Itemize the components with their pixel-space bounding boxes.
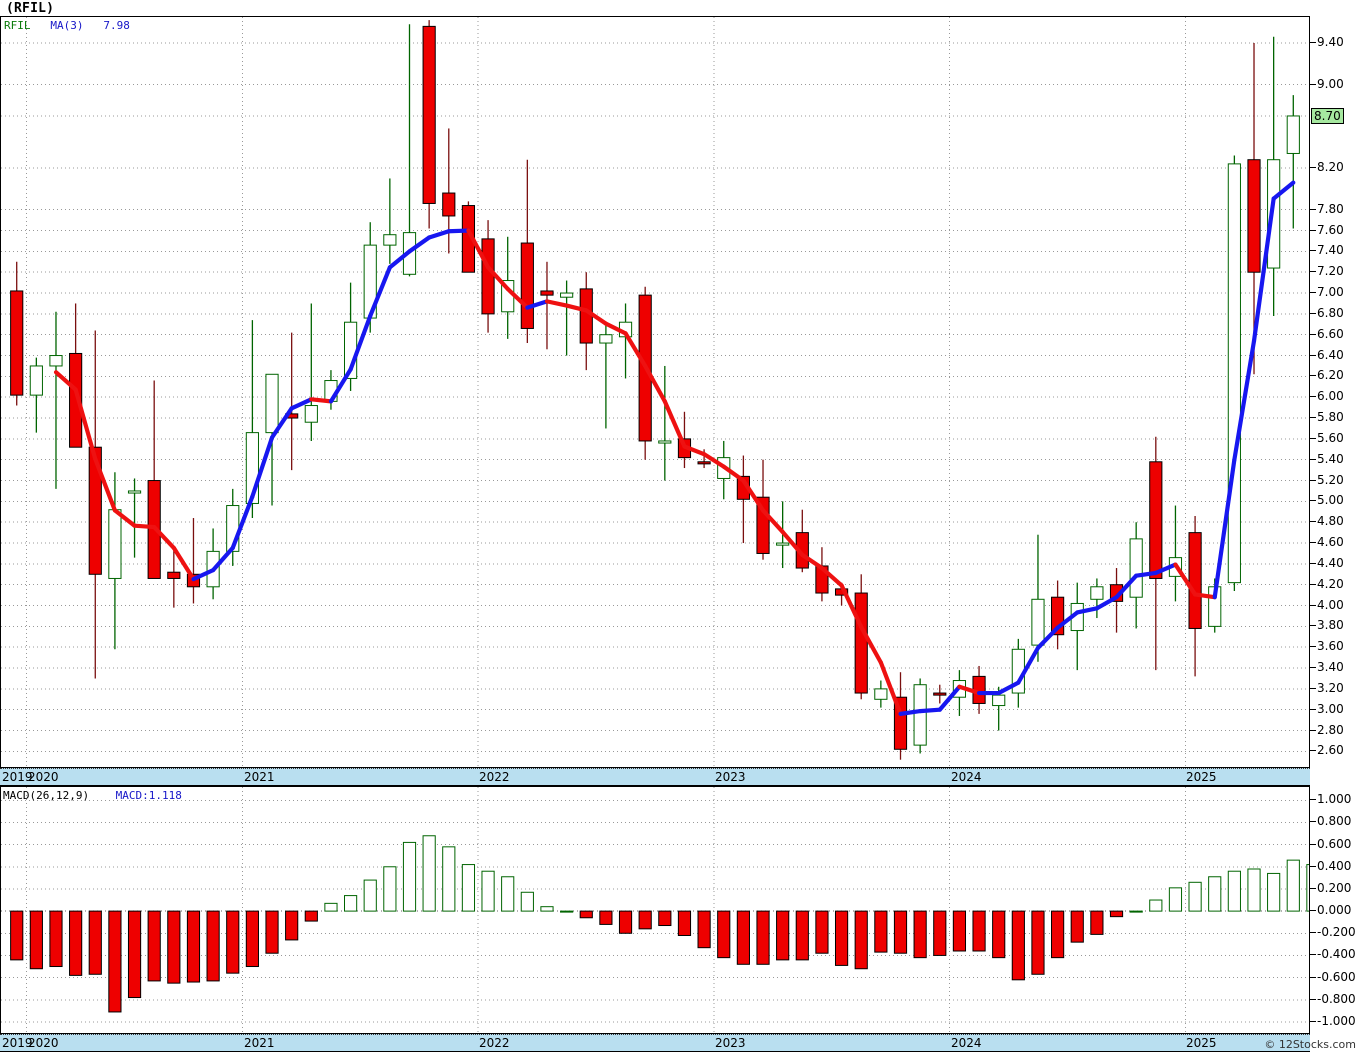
current-price-badge: 8.70 (1311, 107, 1344, 124)
x-axis-year-label: 2024 (951, 770, 982, 784)
price-chart-panel[interactable] (0, 16, 1310, 768)
x-axis-year-label: 2023 (715, 770, 746, 784)
copyright-notice: © 12Stocks.com (1264, 1038, 1356, 1051)
axis-tick-label: 5.20 (1310, 473, 1344, 487)
x-axis-year-label: 2020 (28, 770, 59, 784)
axis-tick-label: 2.60 (1310, 743, 1344, 757)
axis-tick-label: 4.80 (1310, 514, 1344, 528)
axis-tick-label: -1.000 (1310, 1014, 1356, 1028)
axis-tick-label: 7.80 (1310, 202, 1344, 216)
axis-tick-label: 5.00 (1310, 493, 1344, 507)
x-axis-year-label: 2025 (1186, 770, 1217, 784)
legend-symbol: RFIL (4, 19, 31, 32)
price-candlestick-svg (1, 17, 1309, 767)
macd-y-axis[interactable]: 1.000 0.800 0.600 0.400 0.200 0.000 -0.200 -0.4… (1310, 786, 1360, 1034)
axis-tick-label: 4.60 (1310, 535, 1344, 549)
axis-tick-label: 3.60 (1310, 639, 1344, 653)
macd-plot-area[interactable] (1, 787, 1309, 1033)
axis-tick-label: 4.00 (1310, 598, 1344, 612)
axis-tick-label: 6.60 (1310, 327, 1344, 341)
macd-x-axis[interactable]: 2019 2020 2021 2022 2023 2024 2025 (0, 1034, 1310, 1052)
legend-macd-value: MACD:1.118 (115, 789, 182, 802)
axis-tick-label: 6.80 (1310, 306, 1344, 320)
axis-tick-label: 9.40 (1310, 35, 1344, 49)
axis-tick-label: 8.20 (1310, 160, 1344, 174)
axis-tick-label: 4.20 (1310, 577, 1344, 591)
axis-tick-label: 0.600 (1310, 837, 1351, 851)
price-legend: RFIL MA(3) 7.98 (4, 19, 130, 32)
axis-tick-label: 4.40 (1310, 556, 1344, 570)
axis-tick-label: 6.00 (1310, 389, 1344, 403)
axis-tick-label: 1.000 (1310, 792, 1351, 806)
axis-tick-label: 0.200 (1310, 881, 1351, 895)
axis-tick-label: 7.40 (1310, 243, 1344, 257)
axis-tick-label: 3.20 (1310, 681, 1344, 695)
axis-tick-label: 7.60 (1310, 223, 1344, 237)
axis-tick-label: 5.40 (1310, 452, 1344, 466)
axis-tick-label: 5.80 (1310, 410, 1344, 424)
axis-tick-label: 6.40 (1310, 348, 1344, 362)
macd-legend: MACD(26,12,9) MACD:1.118 (3, 789, 182, 802)
x-axis-year-label: 2019 (2, 770, 33, 784)
axis-tick-label: -0.600 (1310, 970, 1356, 984)
x-axis-year-label: 2019 (2, 1036, 33, 1050)
legend-ma-value: 7.98 (103, 19, 130, 32)
price-x-axis[interactable]: 2019 2020 2021 2022 2023 2024 2025 (0, 768, 1310, 786)
x-axis-year-label: 2021 (244, 770, 275, 784)
axis-tick-label: 6.20 (1310, 368, 1344, 382)
axis-tick-label: 5.60 (1310, 431, 1344, 445)
x-axis-year-label: 2023 (715, 1036, 746, 1050)
axis-tick-label: 3.00 (1310, 702, 1344, 716)
axis-tick-label: 7.20 (1310, 264, 1344, 278)
axis-tick-label: 3.80 (1310, 618, 1344, 632)
x-axis-year-label: 2024 (951, 1036, 982, 1050)
x-axis-year-label: 2022 (479, 770, 510, 784)
axis-tick-label: 3.40 (1310, 660, 1344, 674)
legend-ma-indicator: MA(3) (50, 19, 84, 32)
x-axis-year-label: 2025 (1186, 1036, 1217, 1050)
axis-tick-label: -0.800 (1310, 992, 1356, 1006)
x-axis-year-label: 2020 (28, 1036, 59, 1050)
axis-tick-label: -0.400 (1310, 947, 1356, 961)
axis-tick-label: 9.00 (1310, 77, 1344, 91)
price-y-axis[interactable]: 9.40 9.00 8.70 8.20 7.80 7.60 7.40 7.20 7.00 6.80… (1310, 16, 1360, 768)
macd-histogram-svg (1, 787, 1309, 1033)
axis-tick-label: -0.200 (1310, 925, 1356, 939)
page-title: (RFIL) (6, 1, 55, 16)
axis-tick-label: 7.00 (1310, 285, 1344, 299)
legend-macd-indicator: MACD(26,12,9) (3, 789, 90, 802)
axis-tick-label: 2.80 (1310, 723, 1344, 737)
axis-tick-label: 0.400 (1310, 859, 1351, 873)
macd-chart-panel[interactable] (0, 786, 1310, 1034)
axis-tick-label: 0.000 (1310, 903, 1351, 917)
axis-tick-label: 0.800 (1310, 814, 1351, 828)
price-plot-area[interactable] (1, 17, 1309, 767)
x-axis-year-label: 2021 (244, 1036, 275, 1050)
x-axis-year-label: 2022 (479, 1036, 510, 1050)
